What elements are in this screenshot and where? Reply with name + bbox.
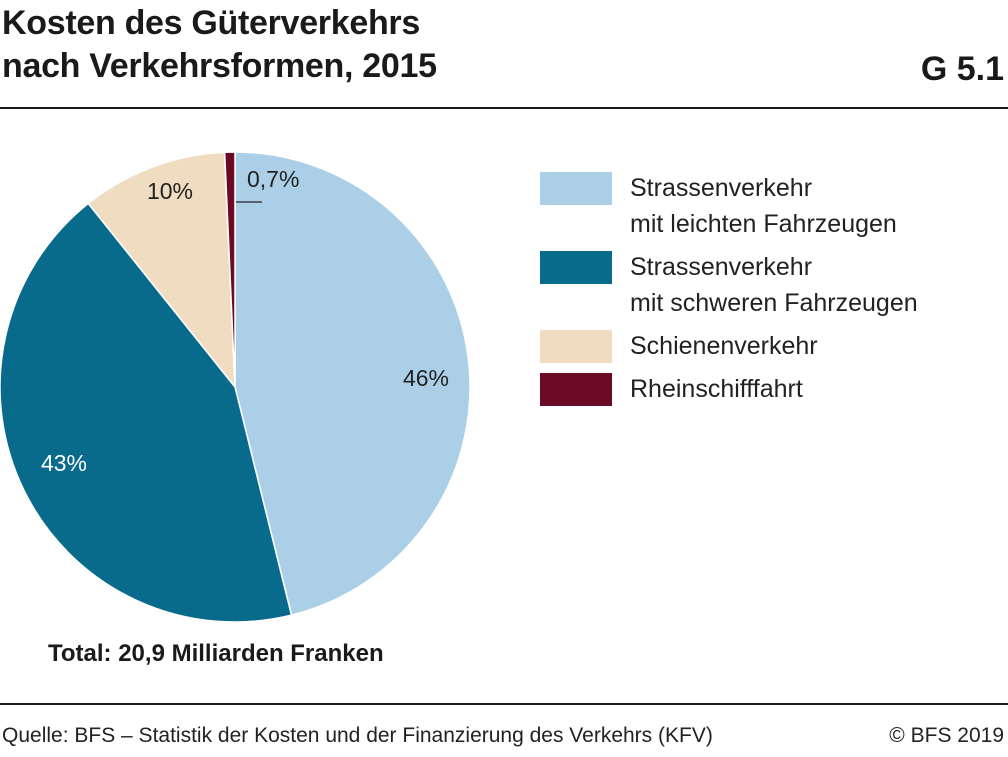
data-label-light-road: 46%	[403, 365, 449, 391]
figure-number: G 5.1	[920, 50, 1004, 88]
source-note: Quelle: BFS – Statistik der Kosten und d…	[2, 724, 713, 747]
legend-swatch-heavy-road	[540, 251, 612, 284]
legend-label-rhine: Rheinschifffahrt	[630, 375, 803, 403]
legend-swatch-rhine	[540, 373, 612, 406]
legend-item-heavy-road: Strassenverkehr mit schweren Fahrzeugen	[540, 251, 918, 321]
data-label-rhine: 0,7%	[247, 166, 299, 192]
chart-legend: Strassenverkehr mit leichten Fahrzeugen S…	[540, 172, 918, 416]
legend-label-heavy-road: Strassenverkehr mit schweren Fahrzeugen	[630, 253, 918, 317]
legend-swatch-rail	[540, 330, 612, 363]
legend-label-rail: Schienenverkehr	[630, 332, 818, 360]
legend-item-light-road: Strassenverkehr mit leichten Fahrzeugen	[540, 172, 918, 242]
copyright-note: © BFS 2019	[889, 724, 1004, 747]
data-label-heavy-road: 43%	[41, 450, 87, 476]
legend-swatch-light-road	[540, 172, 612, 205]
legend-label-light-road: Strassenverkehr mit leichten Fahrzeugen	[630, 174, 897, 238]
total-label: Total: 20,9 Milliarden Franken	[48, 640, 384, 667]
pie-slice-light-road	[234, 151, 471, 617]
legend-item-rhine: Rheinschifffahrt	[540, 373, 918, 407]
pie-chart: 46% 43% 10% 0,7%	[0, 151, 471, 623]
chart-title: Kosten des Güterverkehrs nach Verkehrsfo…	[2, 4, 437, 85]
bottom-divider	[0, 703, 1008, 705]
pie-slice-rail	[87, 151, 236, 390]
data-label-rail: 10%	[147, 178, 193, 204]
legend-item-rail: Schienenverkehr	[540, 330, 918, 364]
pie-slice-heavy-road	[0, 202, 293, 623]
pie-slice-rhine	[223, 151, 236, 388]
top-divider	[0, 107, 1008, 109]
